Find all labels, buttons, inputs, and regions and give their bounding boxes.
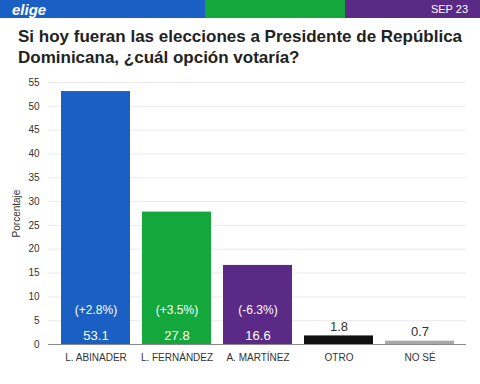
svg-text:15: 15	[28, 267, 40, 278]
svg-text:50: 50	[28, 101, 40, 112]
svg-text:30: 30	[28, 196, 40, 207]
svg-text:1.8: 1.8	[330, 319, 348, 334]
html-text:Si hoy fueran las elecciones a: Si hoy fueran las elecciones a President…	[18, 27, 463, 67]
svg-text:L. FERNÁNDEZ: L. FERNÁNDEZ	[141, 351, 213, 363]
svg-text:27.8: 27.8	[164, 328, 189, 343]
svg-text:40: 40	[28, 148, 40, 159]
svg-text:45: 45	[28, 124, 40, 135]
svg-text:OTRO: OTRO	[325, 352, 354, 363]
svg-text:53.1: 53.1	[83, 328, 108, 343]
html-text:elige: elige	[12, 0, 47, 18]
svg-text:16.6: 16.6	[245, 328, 270, 343]
svg-text:0: 0	[34, 339, 40, 350]
svg-text:(+2.8%): (+2.8%)	[75, 303, 117, 317]
svg-text:25: 25	[28, 220, 40, 231]
svg-text:20: 20	[28, 243, 40, 254]
svg-text:Porcentaje: Porcentaje	[11, 189, 22, 237]
svg-text:10: 10	[28, 291, 40, 302]
svg-text:(-6.3%): (-6.3%)	[238, 303, 277, 317]
svg-text:0.7: 0.7	[411, 324, 429, 339]
svg-text:NO SÉ: NO SÉ	[404, 351, 435, 363]
svg-text:35: 35	[28, 172, 40, 183]
svg-text:(+3.5%): (+3.5%)	[156, 303, 198, 317]
svg-text:5: 5	[34, 315, 40, 326]
html-text:SEP 23: SEP 23	[430, 3, 468, 15]
svg-text:55: 55	[28, 77, 40, 88]
svg-text:A. MARTÍNEZ: A. MARTÍNEZ	[226, 351, 289, 363]
svg-text:L. ABINADER: L. ABINADER	[65, 352, 127, 363]
